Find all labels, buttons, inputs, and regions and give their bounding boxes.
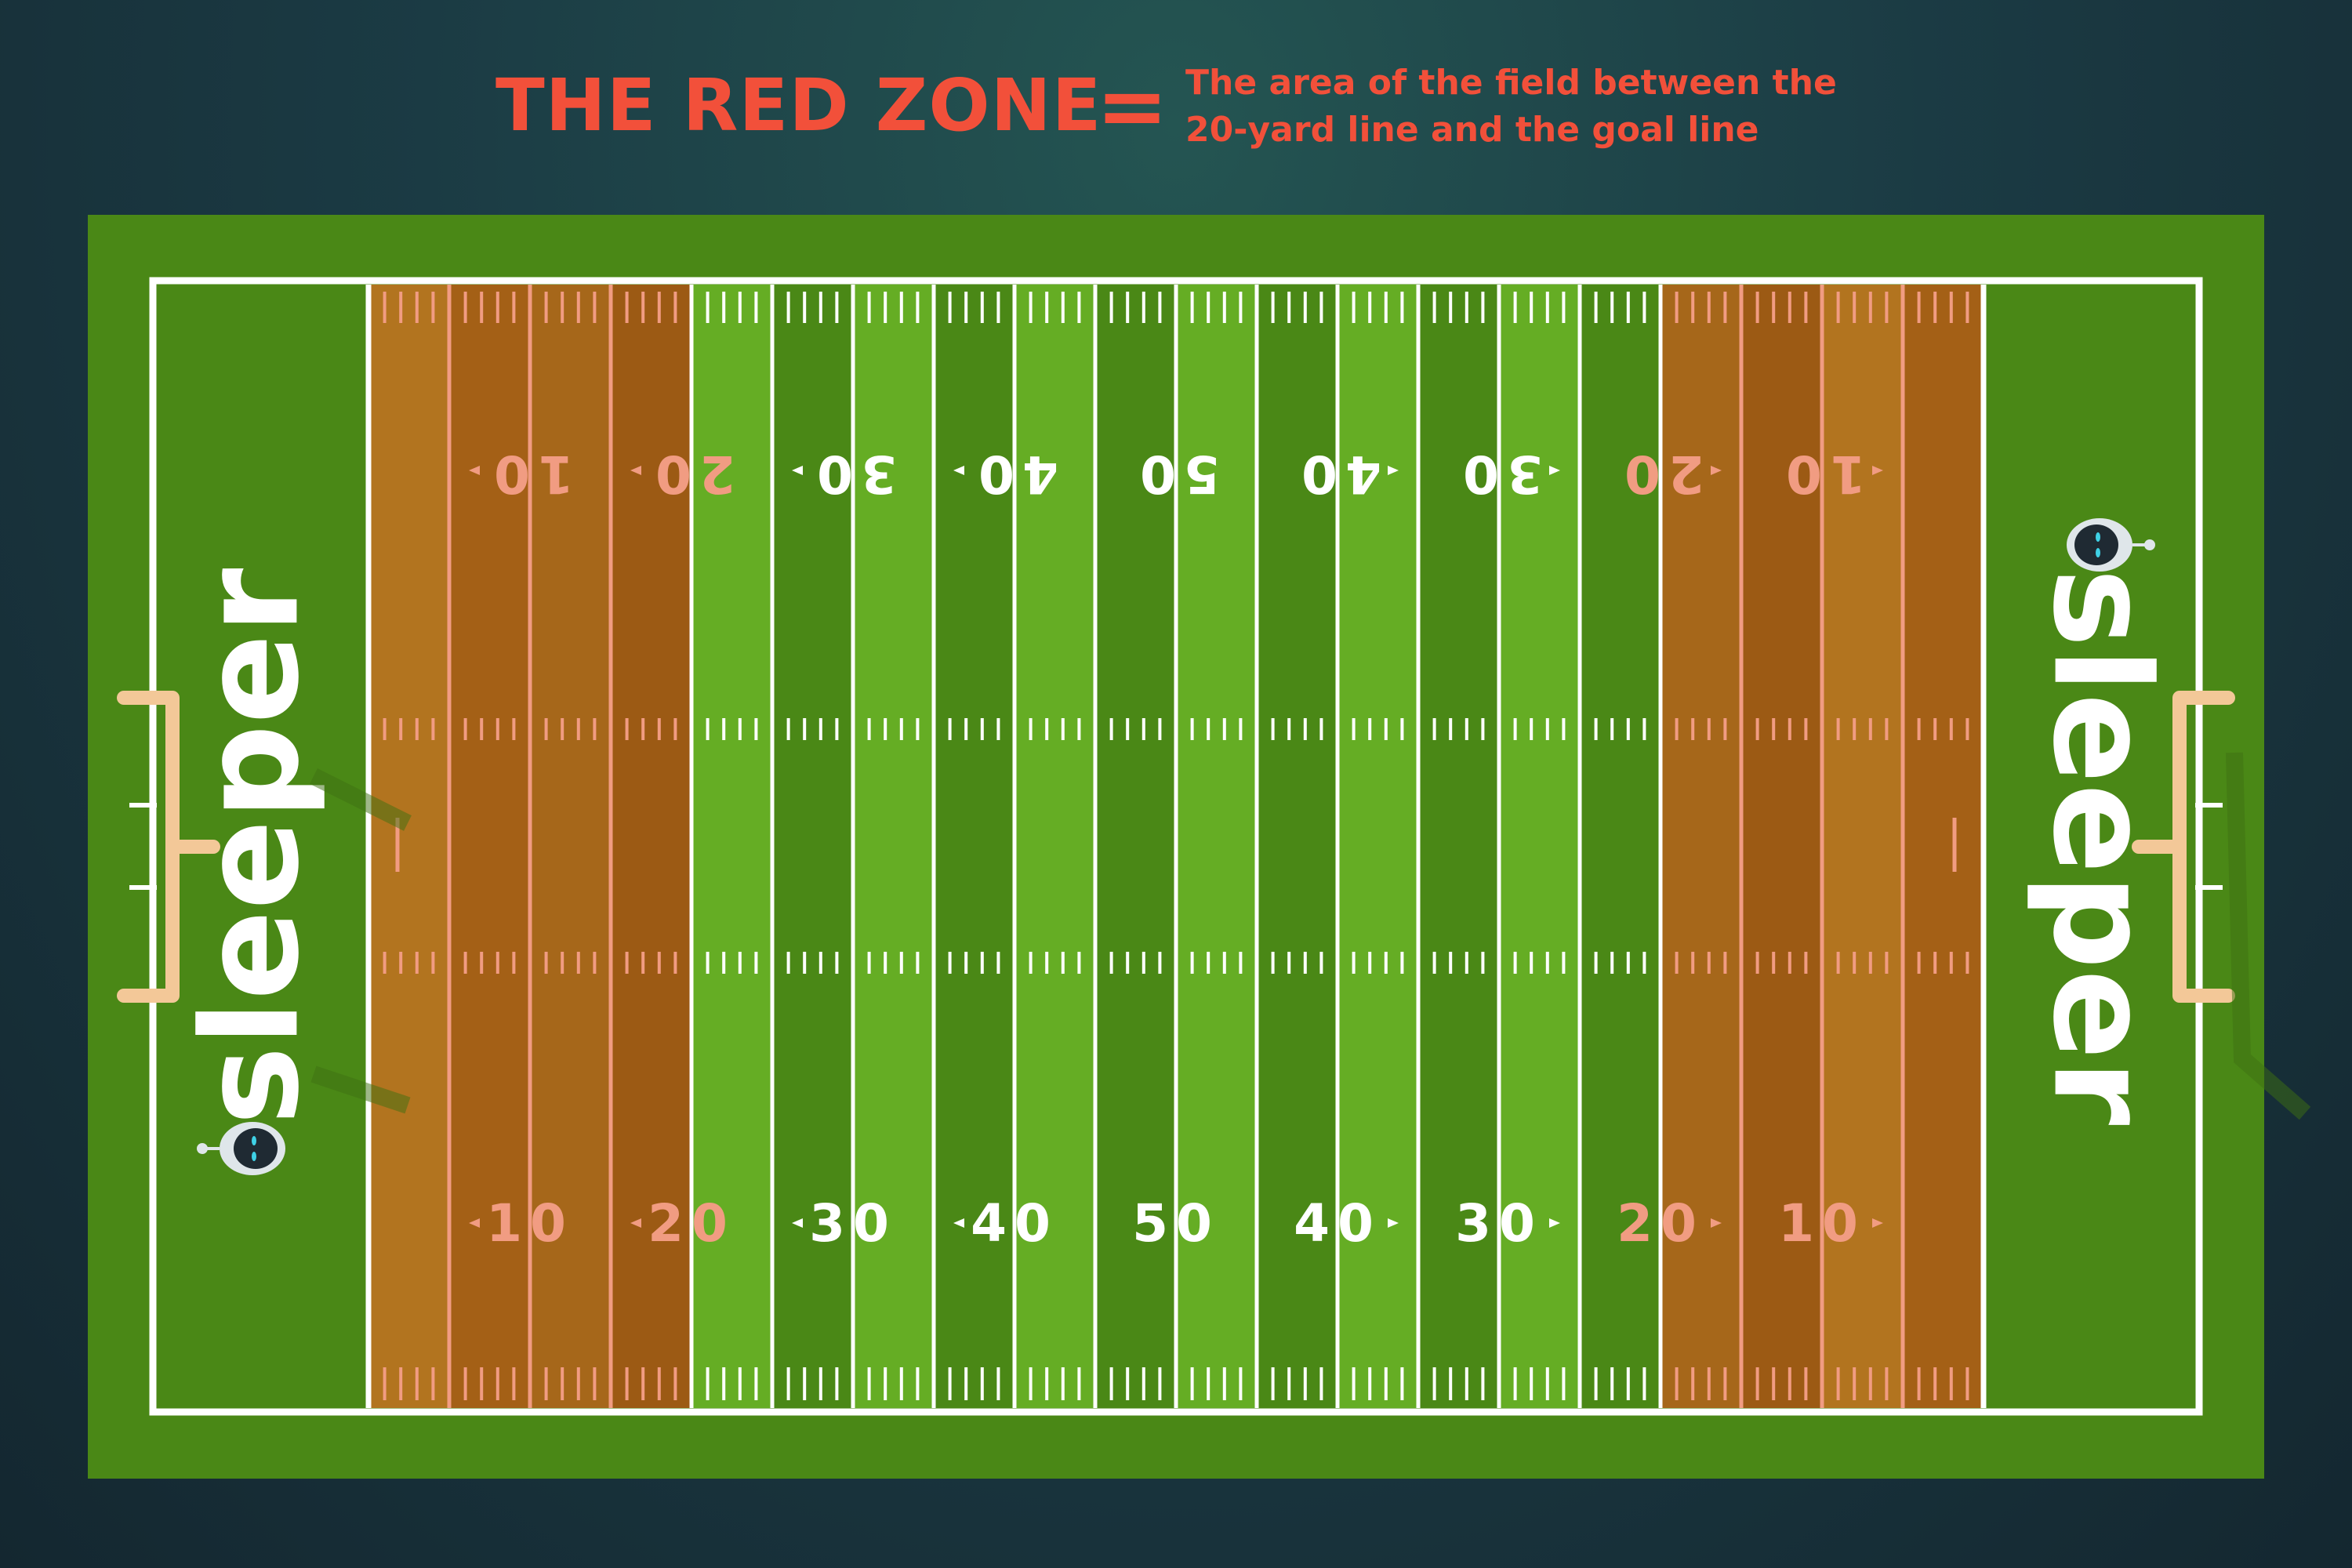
goalposts [117, 691, 2311, 1120]
field-stripe [611, 285, 692, 1408]
bottom-yard-number: 50 [1132, 1193, 1220, 1254]
direction-arrow [1388, 466, 1399, 475]
field-stripe [1903, 285, 1984, 1408]
mascot-antenna-tip [197, 1143, 208, 1154]
field-stripe [1822, 285, 1904, 1408]
top-yard-number-group: 40 [953, 444, 1058, 504]
bottom-yard-number-group: 20 [1617, 1193, 1722, 1254]
direction-arrow [469, 466, 480, 475]
mascot-eye [2096, 548, 2100, 557]
direction-arrow [1711, 1218, 1722, 1228]
yard-stripes [368, 285, 1984, 1408]
field-stripe [1741, 285, 1823, 1408]
top-yard-number: 40 [971, 444, 1058, 504]
top-yard-number-group: 30 [792, 444, 897, 504]
bottom-yard-number: 40 [1294, 1193, 1381, 1254]
top-yard-number: 30 [809, 444, 897, 504]
top-yard-number-group: 20 [1617, 444, 1722, 504]
goalpost-left-shadow [310, 768, 412, 1114]
goalpost-right-shadow [2226, 752, 2311, 1120]
direction-arrow [1872, 466, 1883, 475]
bottom-yard-number-group: 30 [1455, 1193, 1560, 1254]
direction-arrow [953, 1218, 964, 1228]
top-yard-number-group: 50 [1132, 444, 1220, 504]
bottom-yard-number: 10 [486, 1193, 574, 1254]
bottom-yard-number-group: 40 [1294, 1193, 1399, 1254]
top-yard-number: 40 [1294, 444, 1381, 504]
mascot-eye [2096, 532, 2100, 542]
yard-lines [365, 285, 1987, 1408]
direction-arrow [1872, 1218, 1883, 1228]
equals-sign: = [1096, 56, 1169, 156]
bottom-yard-number-group: 10 [1778, 1193, 1883, 1254]
direction-arrow [792, 466, 803, 475]
top-yard-number: 10 [1778, 444, 1866, 504]
bottom-yard-number-group: 40 [953, 1193, 1058, 1254]
sleeper-mascot-icon [197, 1122, 285, 1175]
bottom-yard-number: 30 [1455, 1193, 1543, 1254]
direction-arrow [1549, 1218, 1560, 1228]
field-stripe [530, 285, 612, 1408]
top-yard-number-group: 40 [1294, 444, 1399, 504]
bottom-yard-number-group: 10 [469, 1193, 574, 1254]
direction-arrow [1388, 1218, 1399, 1228]
top-yard-number: 20 [1617, 444, 1704, 504]
top-yard-number: 50 [1132, 444, 1220, 504]
field-stripe [1176, 285, 1258, 1408]
mascot-eye [252, 1136, 256, 1145]
bottom-yard-number-group: 30 [792, 1193, 897, 1254]
field-stripe [1661, 285, 1742, 1408]
field-stripe [934, 285, 1015, 1408]
yard-numbers: 10 20 30 40 50 40 30 20 10 10 20 30 40 50 40 30 20 10 [469, 444, 1883, 1254]
top-yard-number: 30 [1455, 444, 1543, 504]
field-stripe [772, 285, 854, 1408]
direction-arrow [469, 1218, 480, 1228]
field-stripe [1418, 285, 1500, 1408]
mascot-face [2074, 524, 2118, 565]
field-stripe [1338, 285, 1419, 1408]
field-stripe [1014, 285, 1096, 1408]
top-yard-number-group: 30 [1455, 444, 1560, 504]
top-yard-number-group: 20 [630, 444, 735, 504]
red-zone-definition: The area of the field between the 20-yar… [1185, 60, 1837, 154]
bottom-yard-number-group: 20 [630, 1193, 735, 1254]
mascot-face [234, 1128, 278, 1169]
field-stripe [1095, 285, 1177, 1408]
definition-line-1: The area of the field between the [1185, 63, 1837, 103]
direction-arrow [630, 466, 641, 475]
direction-arrow [1549, 466, 1560, 475]
bottom-yard-number: 20 [1617, 1193, 1704, 1254]
header: THE RED ZONE = The area of the field bet… [0, 0, 2352, 204]
field-boundary [149, 277, 2203, 1416]
field-stripe [368, 285, 450, 1408]
red-zone-title: THE RED ZONE [495, 64, 1102, 147]
field-stripe [1580, 285, 1661, 1408]
field-stripe [853, 285, 935, 1408]
bottom-yard-number: 40 [971, 1193, 1058, 1254]
top-yard-number: 10 [486, 444, 574, 504]
direction-arrow [792, 1218, 803, 1228]
bottom-yard-number: 30 [809, 1193, 897, 1254]
top-yard-number-group: 10 [469, 444, 574, 504]
field-stripe [449, 285, 531, 1408]
bottom-yard-number: 20 [648, 1193, 735, 1254]
hash-marks [383, 292, 1969, 1400]
sleeper-mascot-icon [2067, 518, 2155, 572]
top-yard-number-group: 10 [1778, 444, 1883, 504]
field-stripe [1257, 285, 1338, 1408]
direction-arrow [630, 1218, 641, 1228]
bottom-yard-number: 10 [1778, 1193, 1866, 1254]
mascot-antenna-tip [2144, 539, 2155, 550]
field-stripe [691, 285, 773, 1408]
direction-arrow [953, 466, 964, 475]
top-yard-number: 20 [648, 444, 735, 504]
bottom-yard-number-group: 50 [1132, 1193, 1220, 1254]
mascot-eye [252, 1152, 256, 1161]
field-stripe [1499, 285, 1581, 1408]
direction-arrow [1711, 466, 1722, 475]
definition-line-2: 20-yard line and the goal line [1185, 110, 1759, 150]
